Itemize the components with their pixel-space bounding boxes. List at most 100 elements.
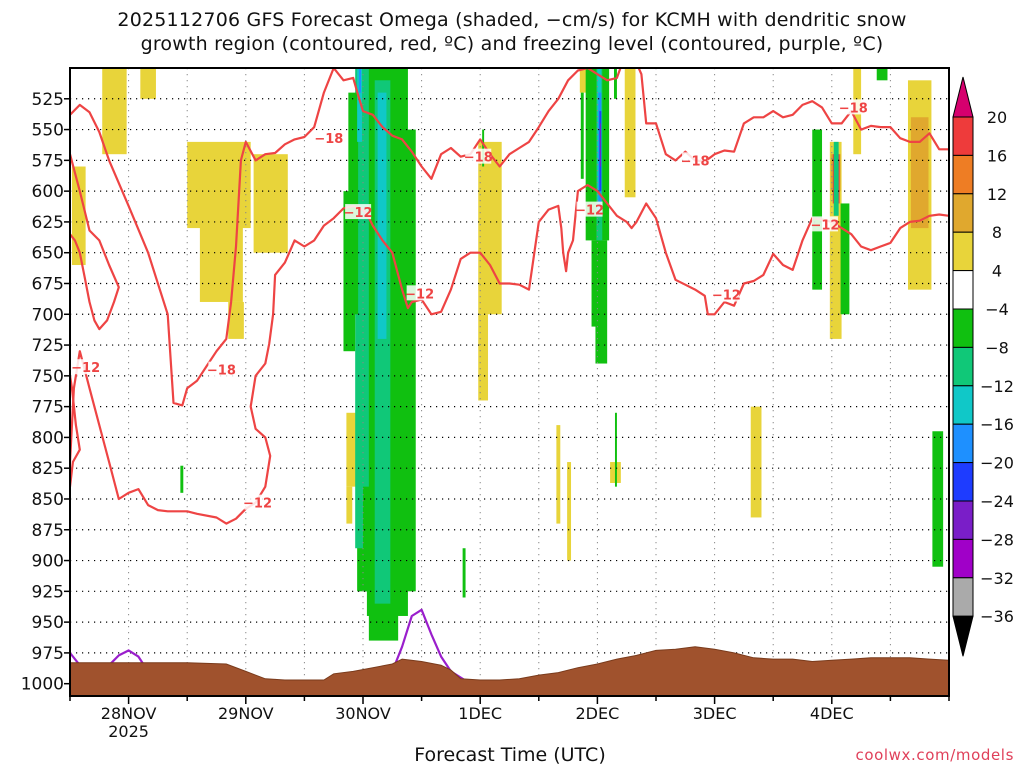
contour-label: −12 <box>712 289 741 304</box>
contour-label: −18 <box>207 364 236 379</box>
contour-label: −18 <box>681 154 710 169</box>
colorbar-swatch <box>952 308 974 348</box>
y-axis-ticks: 525 550 575 600 625 650 675 700 725 750 775 800 825 8… <box>21 90 70 695</box>
dgz-contour-line <box>70 68 949 407</box>
terrain-fill <box>70 646 949 696</box>
x-tick-sublabel: 2025 <box>108 722 149 741</box>
y-tick-label: 700 <box>32 305 64 325</box>
colorbar-swatch <box>952 385 974 425</box>
colorbar-top-arrow <box>952 76 974 118</box>
colorbar-label: −8 <box>985 338 1009 357</box>
omega-region <box>624 68 636 198</box>
contour-label-bg <box>208 361 235 377</box>
omega-region <box>579 68 588 93</box>
x-tick-label: 29NOV <box>218 704 274 723</box>
omega-region <box>482 129 485 167</box>
contour-label-bg <box>345 204 372 220</box>
omega-region <box>102 68 127 155</box>
contour-label-bg <box>465 148 492 164</box>
omega-region <box>363 486 371 592</box>
contour-label: −12 <box>405 287 434 302</box>
y-tick-label: 550 <box>32 121 64 141</box>
contour-labels: −18 −18 −18 −18 −18 −12 −12 −12 −12 −12 −12 −12 <box>71 99 868 512</box>
x-axis-label: Forecast Time (UTC) <box>414 744 606 766</box>
contour-label: −18 <box>314 132 343 147</box>
omega-region <box>392 560 397 604</box>
dgz-contour-line <box>70 153 120 331</box>
colorbar-swatch <box>952 231 974 272</box>
chart-title-line-1: 2025112706 GFS Forecast Omega (shaded, −… <box>117 9 907 31</box>
x-tick-label: 4DEC <box>810 704 854 723</box>
colorbar-label: −32 <box>980 569 1014 588</box>
colorbar-bottom-arrow <box>952 615 974 657</box>
colorbar-label: −4 <box>985 300 1009 319</box>
contour-label: −18 <box>464 151 493 166</box>
y-tick-label: 825 <box>32 459 64 479</box>
colorbar-swatch <box>952 346 974 387</box>
omega-region <box>357 68 363 142</box>
colorbar-swatch <box>952 577 974 617</box>
dgz-contour-line <box>70 183 949 525</box>
colorbar: 20 16 12 8 4 −4 −8 −12 −16 −20 −24 −28 −32 −36 <box>952 76 1014 657</box>
contour-label-bg <box>406 285 433 301</box>
omega-region <box>833 141 839 216</box>
omega-region <box>377 92 387 339</box>
omega-region <box>253 154 288 253</box>
colorbar-label: 8 <box>992 223 1002 242</box>
colorbar-swatch <box>952 193 974 233</box>
omega-region <box>750 406 762 518</box>
omega-region <box>840 203 850 315</box>
x-tick-label: 28NOV <box>101 704 157 723</box>
y-tick-label: 800 <box>32 428 64 448</box>
colorbar-label: −20 <box>980 454 1014 473</box>
omega-region <box>478 141 502 315</box>
colorbar-label: 4 <box>992 262 1002 281</box>
omega-region <box>187 141 251 229</box>
omega-region <box>140 68 156 99</box>
y-tick-label: 625 <box>32 213 64 233</box>
colorbar-swatch <box>952 538 974 579</box>
omega-region <box>599 123 601 167</box>
y-tick-label: 750 <box>32 367 64 387</box>
omega-region <box>346 486 353 524</box>
omega-region <box>343 191 356 352</box>
colorbar-label: 12 <box>987 185 1007 204</box>
dendritic-growth-contours <box>70 68 949 525</box>
colorbar-label: −24 <box>980 492 1014 511</box>
x-tick-label: 2DEC <box>576 704 620 723</box>
contour-label-bg <box>840 99 867 115</box>
omega-shading <box>71 68 944 641</box>
colorbar-swatch <box>952 154 974 195</box>
contour-label-bg <box>576 201 603 217</box>
chart-title-line-2: growth region (contoured, red, ºC) and f… <box>140 33 884 55</box>
y-tick-label: 850 <box>32 490 64 510</box>
y-tick-label: 875 <box>32 521 64 541</box>
contour-label-bg <box>72 359 99 375</box>
y-tick-label: 950 <box>32 613 64 633</box>
contour-label: −18 <box>839 101 868 116</box>
omega-region <box>556 425 561 524</box>
colorbar-label: −16 <box>980 415 1014 434</box>
omega-region <box>462 548 466 598</box>
contour-label: −12 <box>243 497 272 512</box>
dgz-contour-line <box>70 375 81 487</box>
omega-region <box>910 117 929 229</box>
x-tick-label: 1DEC <box>458 704 502 723</box>
contour-label-bg <box>244 494 271 510</box>
x-tick-label: 3DEC <box>693 704 737 723</box>
omega-region <box>359 68 362 93</box>
omega-region <box>580 92 584 179</box>
omega-region <box>595 240 608 364</box>
omega-region <box>228 301 244 339</box>
colorbar-swatch <box>952 500 974 540</box>
y-tick-label: 725 <box>32 336 64 356</box>
contour-label-bg <box>811 216 838 232</box>
contour-label: −12 <box>575 204 604 219</box>
contour-label: −12 <box>810 218 839 233</box>
y-tick-label: 675 <box>32 274 64 294</box>
y-tick-label: 525 <box>32 90 64 110</box>
omega-region <box>812 129 823 290</box>
y-tick-label: 975 <box>32 644 64 664</box>
credit-link[interactable]: coolwx.com/models <box>855 746 1014 764</box>
